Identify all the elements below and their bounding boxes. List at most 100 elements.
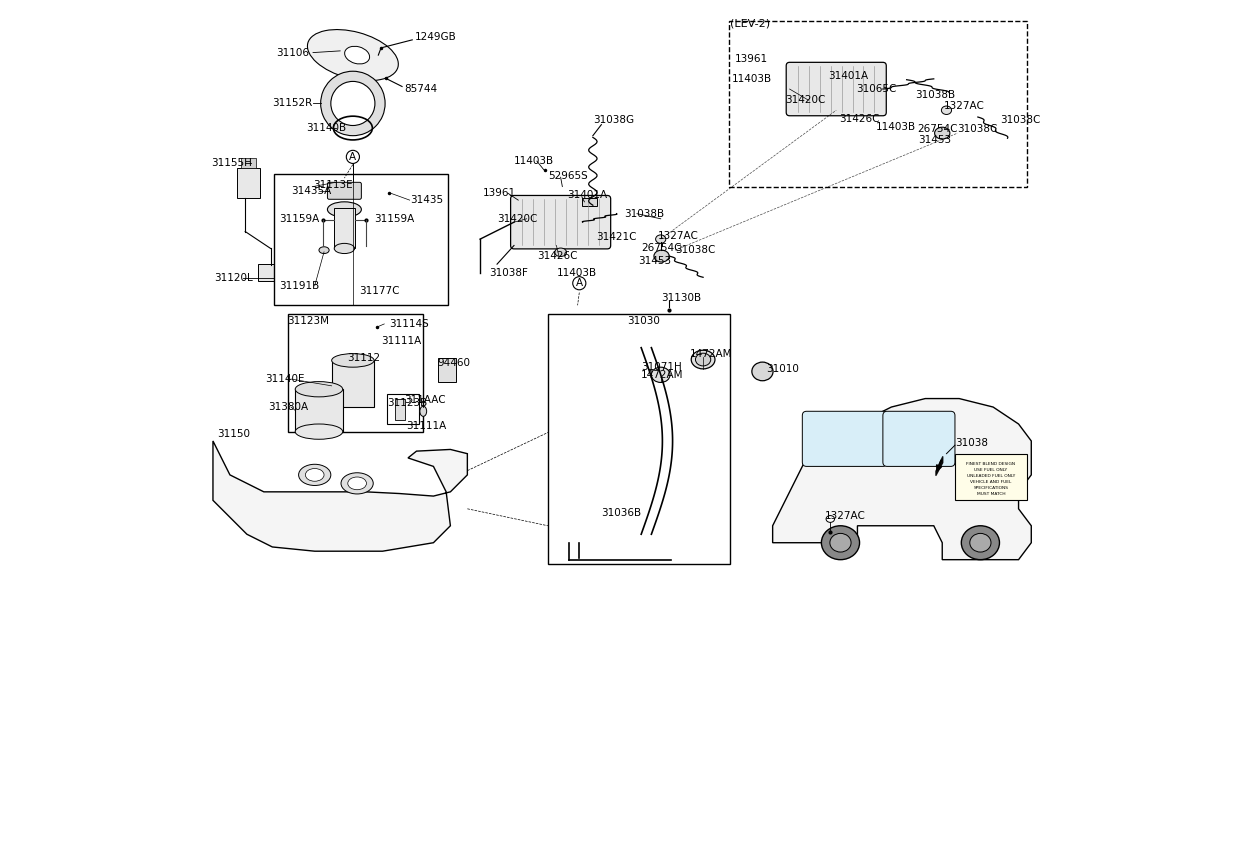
Text: 31114S: 31114S [389,319,429,329]
Ellipse shape [826,516,835,522]
Ellipse shape [653,250,670,262]
Text: 31453: 31453 [919,135,951,145]
Text: 31177C: 31177C [358,286,399,296]
Ellipse shape [295,382,342,397]
FancyArrowPatch shape [937,460,941,470]
Text: 31111A: 31111A [407,421,446,431]
Text: 1327AC: 1327AC [658,231,699,241]
Ellipse shape [651,367,670,382]
Text: A: A [575,278,583,288]
Text: 1327AC: 1327AC [944,101,985,111]
Text: 1327AC: 1327AC [825,510,866,521]
Text: UNLEADED FUEL ONLY: UNLEADED FUEL ONLY [967,474,1016,478]
Text: 31191B: 31191B [279,281,320,291]
Text: 31426C: 31426C [537,251,578,261]
Text: 31401A: 31401A [568,190,608,200]
Bar [548,314,730,564]
Ellipse shape [335,243,355,254]
Text: 31130B: 31130B [661,293,701,304]
Ellipse shape [420,406,427,416]
Bar [295,389,342,432]
Text: 31065C: 31065C [856,84,897,94]
Text: 31038C: 31038C [957,124,998,134]
Text: 31038B: 31038B [624,209,665,219]
Text: 85744: 85744 [404,84,436,94]
Text: 31010: 31010 [766,364,799,374]
FancyBboxPatch shape [511,195,610,249]
Ellipse shape [341,473,373,494]
Text: 31152R: 31152R [273,98,312,109]
Ellipse shape [656,235,666,243]
Text: 31038C: 31038C [675,245,715,255]
Text: 31120L: 31120L [215,273,253,283]
Ellipse shape [308,30,398,81]
Ellipse shape [941,106,951,114]
Text: 31150: 31150 [217,429,250,439]
Ellipse shape [830,533,851,552]
Text: 311AAC: 311AAC [404,395,445,405]
Bar [331,360,374,407]
Bar [335,208,355,248]
Text: 31401A: 31401A [828,71,868,81]
Ellipse shape [821,526,859,560]
Ellipse shape [331,354,374,367]
Ellipse shape [691,350,715,369]
Ellipse shape [327,202,361,217]
Text: 11403B: 11403B [557,268,596,278]
Text: 1472AM: 1472AM [641,370,683,380]
Text: 31426C: 31426C [838,114,879,124]
Bar [438,358,456,382]
Text: SPECIFICATIONS: SPECIFICATIONS [973,486,1008,490]
Ellipse shape [696,353,711,366]
Bar [582,198,598,206]
Text: 31155H: 31155H [211,158,252,168]
Text: 31038: 31038 [955,438,988,448]
Text: 31036B: 31036B [601,508,641,518]
Text: 31159A: 31159A [279,214,320,224]
Ellipse shape [554,248,567,256]
Text: 31435A: 31435A [291,186,331,196]
Text: 31420C: 31420C [497,214,537,224]
Text: 26754C: 26754C [916,124,957,134]
Ellipse shape [347,477,367,490]
Text: 31071H: 31071H [641,362,682,372]
Text: 31113E: 31113E [312,180,352,190]
Text: VEHICLE AND FUEL: VEHICLE AND FUEL [971,480,1012,484]
Text: (LEV-2): (LEV-2) [730,19,770,29]
Bar [274,174,448,305]
Text: 31453: 31453 [639,256,672,266]
Text: 31159A: 31159A [374,214,414,224]
Text: 31421C: 31421C [596,232,637,243]
Ellipse shape [299,465,331,485]
Bar [258,264,284,281]
Text: MUST MATCH: MUST MATCH [977,492,1006,496]
Text: 31140E: 31140E [265,374,305,384]
Ellipse shape [295,424,342,439]
Text: 52965S: 52965S [548,170,588,181]
FancyBboxPatch shape [786,62,887,115]
Ellipse shape [970,533,991,552]
Text: 31111A: 31111A [381,336,422,346]
Text: 26754C: 26754C [641,243,682,254]
Text: 13961: 13961 [482,188,516,198]
Text: 13961: 13961 [734,54,768,64]
FancyBboxPatch shape [883,411,955,466]
Text: 31123M: 31123M [288,315,330,326]
Bar [387,394,419,424]
Polygon shape [213,441,467,551]
Text: USE FUEL ONLY: USE FUEL ONLY [975,468,1008,472]
Polygon shape [773,399,1032,560]
Ellipse shape [935,127,950,139]
Ellipse shape [961,526,999,560]
Text: 31106: 31106 [277,47,310,58]
Ellipse shape [319,247,329,254]
Text: 31435: 31435 [409,195,443,205]
Text: 31112: 31112 [347,353,381,363]
Text: 11403B: 11403B [732,74,773,84]
FancyBboxPatch shape [955,454,1027,500]
FancyBboxPatch shape [802,411,887,466]
Text: 31123B: 31123B [387,398,427,408]
Text: 31030: 31030 [626,315,660,326]
Text: 31140B: 31140B [306,123,346,133]
Text: 31038C: 31038C [999,115,1040,126]
